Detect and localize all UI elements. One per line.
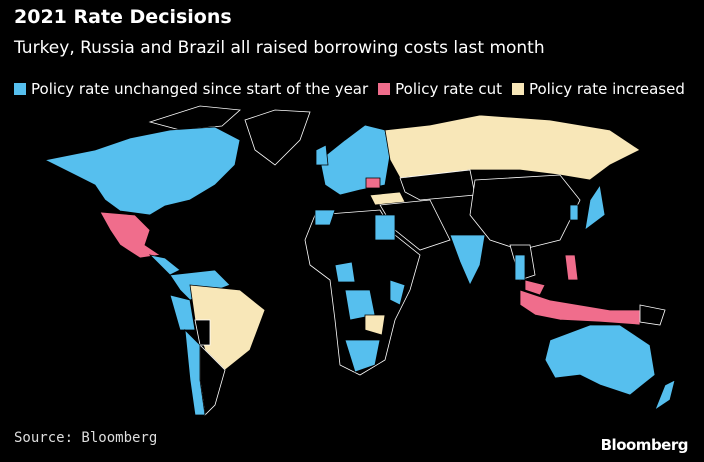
romania (365, 177, 381, 189)
legend-item: Policy rate unchanged since start of the… (14, 80, 368, 98)
north-america (43, 126, 241, 216)
chile (184, 328, 206, 416)
kenya (389, 279, 406, 306)
turkey (369, 191, 406, 206)
legend-label: Policy rate cut (395, 80, 502, 98)
thailand (514, 254, 526, 281)
nigeria (334, 261, 356, 283)
egypt (374, 214, 396, 241)
legend-item: Policy rate increased (511, 80, 685, 98)
philippines (564, 254, 579, 281)
title: 2021 Rate Decisions (14, 6, 232, 28)
indonesia (519, 289, 641, 326)
legend-swatch (14, 83, 26, 95)
europe (319, 124, 391, 196)
south-africa (344, 339, 381, 373)
india (449, 234, 486, 286)
legend-swatch (511, 83, 524, 95)
uk (315, 144, 329, 166)
legend: Policy rate unchanged since start of the… (14, 80, 685, 98)
legend-swatch (378, 83, 391, 95)
bolivia (194, 319, 211, 346)
zambia (364, 314, 386, 336)
brand-logo: Bloomberg (600, 436, 689, 454)
china (469, 174, 581, 251)
legend-item: Policy rate cut (378, 80, 502, 98)
source: Source: Bloomberg (14, 430, 158, 446)
central-asia (399, 169, 476, 201)
central-america (148, 254, 181, 276)
korea (569, 204, 579, 221)
arctic-islands (148, 105, 241, 131)
subtitle: Turkey, Russia and Brazil all raised bor… (14, 38, 545, 58)
world-map (43, 105, 676, 416)
japan (584, 183, 606, 231)
australia (544, 324, 656, 396)
morocco (314, 209, 336, 226)
mexico (99, 211, 162, 259)
malaysia (524, 279, 546, 296)
greenland (244, 109, 311, 166)
legend-label: Policy rate increased (528, 80, 685, 98)
peru (169, 294, 196, 331)
russia (384, 114, 641, 181)
papua-new-guinea (639, 304, 666, 326)
legend-label: Policy rate unchanged since start of the… (31, 80, 369, 98)
new-zealand (654, 379, 676, 412)
